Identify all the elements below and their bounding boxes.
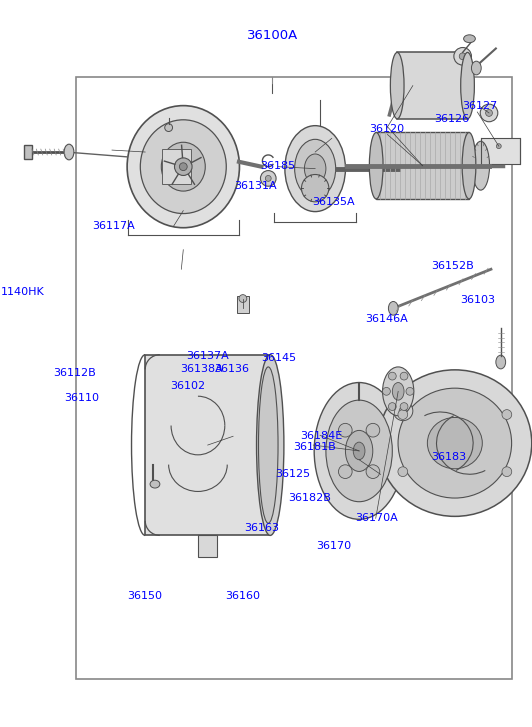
Text: 36131A: 36131A xyxy=(234,181,277,191)
Bar xyxy=(198,535,218,557)
Ellipse shape xyxy=(366,423,380,437)
Ellipse shape xyxy=(369,132,383,199)
Ellipse shape xyxy=(496,144,501,148)
Ellipse shape xyxy=(388,372,396,380)
Ellipse shape xyxy=(383,367,414,416)
Ellipse shape xyxy=(486,110,493,116)
Ellipse shape xyxy=(179,163,187,171)
Ellipse shape xyxy=(338,423,352,437)
Text: 36145: 36145 xyxy=(261,353,296,363)
Ellipse shape xyxy=(398,467,408,477)
Ellipse shape xyxy=(471,61,481,75)
Text: 36112B: 36112B xyxy=(53,368,96,378)
Ellipse shape xyxy=(150,481,160,488)
Text: 36126: 36126 xyxy=(434,113,469,124)
Ellipse shape xyxy=(398,388,512,498)
Text: 36181B: 36181B xyxy=(294,442,336,452)
Ellipse shape xyxy=(502,467,512,477)
Text: 36160: 36160 xyxy=(225,592,260,601)
Text: 36152B: 36152B xyxy=(431,260,475,270)
Ellipse shape xyxy=(345,430,373,471)
Ellipse shape xyxy=(265,175,271,181)
Ellipse shape xyxy=(480,104,498,121)
Text: 36125: 36125 xyxy=(276,469,311,478)
Text: 36185: 36185 xyxy=(260,161,295,171)
Text: 36135A: 36135A xyxy=(312,196,355,206)
Ellipse shape xyxy=(353,442,365,459)
Bar xyxy=(145,355,270,535)
Ellipse shape xyxy=(400,372,408,380)
Text: 36146A: 36146A xyxy=(365,315,408,324)
Ellipse shape xyxy=(174,158,192,175)
Ellipse shape xyxy=(259,367,278,523)
Ellipse shape xyxy=(392,382,404,400)
Ellipse shape xyxy=(383,387,390,395)
Bar xyxy=(162,149,191,184)
Ellipse shape xyxy=(338,465,352,478)
Text: 36100A: 36100A xyxy=(246,29,298,42)
Bar xyxy=(24,145,32,159)
Ellipse shape xyxy=(161,142,205,191)
Ellipse shape xyxy=(140,120,226,214)
Ellipse shape xyxy=(390,52,404,119)
Ellipse shape xyxy=(239,294,247,302)
Ellipse shape xyxy=(463,35,476,43)
Text: 36170A: 36170A xyxy=(355,513,397,523)
Ellipse shape xyxy=(366,465,380,478)
Ellipse shape xyxy=(302,174,329,202)
Text: 36138A: 36138A xyxy=(181,364,223,374)
Text: 36163: 36163 xyxy=(244,523,279,533)
Ellipse shape xyxy=(326,400,392,502)
Ellipse shape xyxy=(454,47,471,65)
Text: 36103: 36103 xyxy=(460,294,495,305)
Ellipse shape xyxy=(472,141,489,190)
Bar xyxy=(76,77,512,680)
Ellipse shape xyxy=(427,417,483,469)
Text: 36136: 36136 xyxy=(214,364,249,374)
Ellipse shape xyxy=(256,355,284,535)
Text: 36170: 36170 xyxy=(316,541,351,551)
Text: 36127: 36127 xyxy=(462,102,497,111)
Text: 36137A: 36137A xyxy=(186,351,229,361)
Text: 1140HK: 1140HK xyxy=(1,287,45,297)
Ellipse shape xyxy=(285,126,345,212)
Bar xyxy=(397,52,468,119)
Ellipse shape xyxy=(261,171,276,186)
Ellipse shape xyxy=(400,403,408,411)
Ellipse shape xyxy=(461,52,475,119)
Text: 36120: 36120 xyxy=(369,124,404,134)
Text: 36102: 36102 xyxy=(170,381,205,391)
Ellipse shape xyxy=(388,403,396,411)
Text: 36150: 36150 xyxy=(127,592,162,601)
Text: 36117A: 36117A xyxy=(93,222,135,231)
Ellipse shape xyxy=(462,132,476,199)
Ellipse shape xyxy=(399,407,407,415)
Ellipse shape xyxy=(502,409,512,419)
Ellipse shape xyxy=(314,382,404,519)
Ellipse shape xyxy=(165,124,172,132)
Ellipse shape xyxy=(492,140,505,153)
Text: 36182B: 36182B xyxy=(289,494,331,503)
Ellipse shape xyxy=(406,387,414,395)
Text: 36110: 36110 xyxy=(64,393,99,403)
Bar xyxy=(237,296,249,313)
Text: 36183: 36183 xyxy=(431,452,467,462)
Ellipse shape xyxy=(459,53,466,60)
Ellipse shape xyxy=(496,356,505,369)
Text: 36184E: 36184E xyxy=(301,431,343,441)
Ellipse shape xyxy=(127,105,239,228)
Ellipse shape xyxy=(388,302,398,315)
Bar xyxy=(376,132,469,199)
Ellipse shape xyxy=(378,370,532,516)
Ellipse shape xyxy=(295,140,336,198)
Bar xyxy=(481,138,520,164)
Ellipse shape xyxy=(393,401,413,421)
Ellipse shape xyxy=(304,154,326,183)
Ellipse shape xyxy=(398,409,408,419)
Ellipse shape xyxy=(64,144,74,160)
